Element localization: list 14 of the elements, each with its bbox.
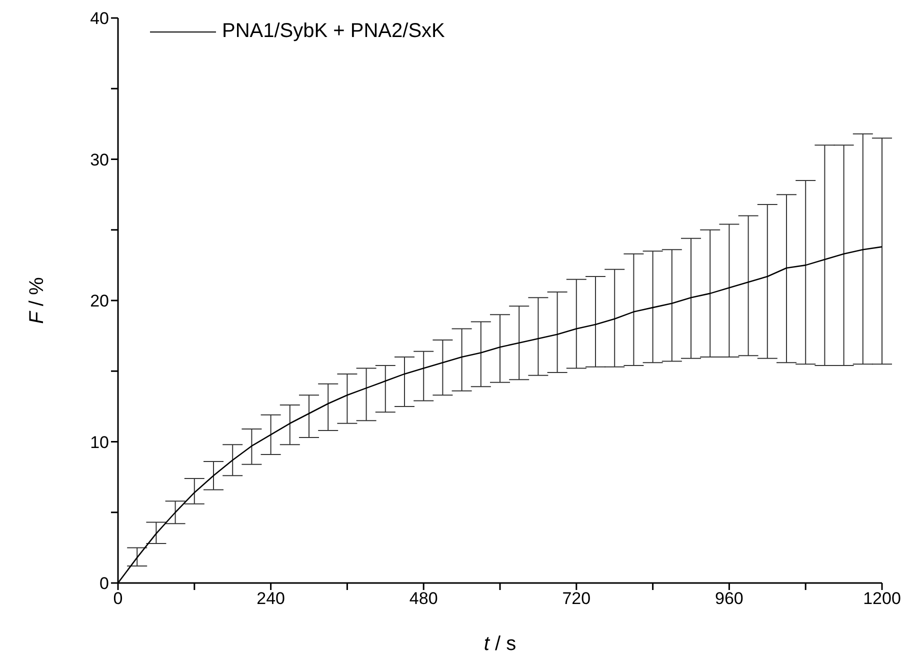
y-tick-label: 20 [90,292,109,311]
legend-label: PNA1/SybK + PNA2/SxK [222,20,445,43]
x-tick-label: 960 [715,589,744,608]
x-tick-label: 240 [256,589,285,608]
y-tick-label: 40 [90,9,109,28]
y-tick-label: 10 [90,432,109,452]
y-tick-label: 30 [90,150,109,170]
x-tick-label: 1200 [863,589,901,608]
x-tick-label: 0 [113,589,123,608]
x-tick-label: 720 [562,589,591,608]
x-axis-title: t / s [484,633,516,655]
y-axis-title: F / % [26,276,48,324]
y-tick-label: 0 [100,574,109,594]
x-tick-label: 480 [409,589,438,608]
